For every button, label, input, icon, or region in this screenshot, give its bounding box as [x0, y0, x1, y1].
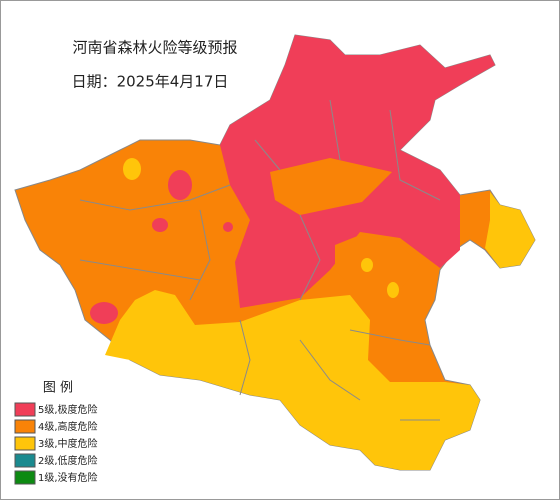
region-high [270, 158, 392, 215]
legend: 5级,极度危险 4级,高度危险 3级,中度危险 2级,低度危险 1级,没有危险 [14, 402, 98, 485]
region-medium [123, 158, 141, 180]
region-extreme [168, 170, 192, 200]
legend-label: 5级,极度危险 [38, 403, 98, 416]
legend-label: 2级,低度危险 [38, 454, 98, 467]
legend-swatch [14, 436, 36, 451]
legend-swatch [14, 402, 36, 417]
legend-swatch [14, 470, 36, 485]
legend-swatch [14, 419, 36, 434]
region-high [335, 235, 420, 290]
legend-swatch [14, 453, 36, 468]
region-extreme [90, 302, 118, 324]
boundary [79, 99, 441, 421]
legend-label: 4级,高度危险 [38, 420, 98, 433]
legend-label: 3级,中度危险 [38, 437, 98, 450]
map-title: 河南省森林火险等级预报 [72, 39, 237, 57]
region-medium [105, 290, 480, 470]
region-extreme [223, 222, 233, 232]
legend-title: 图 例 [43, 381, 73, 396]
region-medium [387, 282, 399, 298]
region-medium [361, 258, 373, 272]
legend-label: 1级,没有危险 [38, 471, 98, 484]
region-medium [485, 192, 535, 268]
region-extreme [152, 218, 168, 232]
province-map [14, 34, 536, 471]
map-date: 日期：2025年4月17日 [72, 73, 229, 91]
